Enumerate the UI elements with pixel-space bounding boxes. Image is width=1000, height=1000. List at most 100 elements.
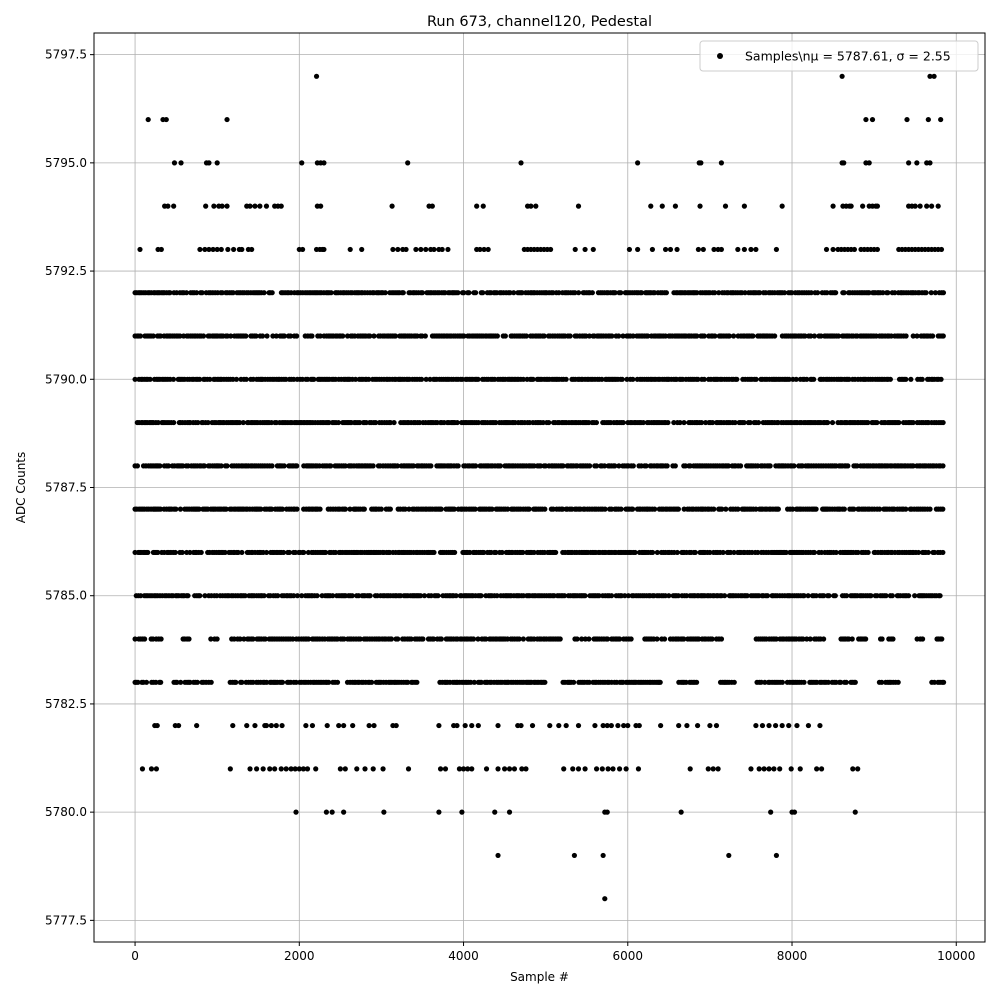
data-point xyxy=(559,506,566,512)
data-point xyxy=(821,636,827,642)
data-point xyxy=(257,203,263,209)
data-point xyxy=(823,246,830,253)
data-point xyxy=(610,766,616,772)
data-point xyxy=(741,246,747,253)
data-point xyxy=(903,506,909,512)
data-point xyxy=(707,549,713,556)
data-point xyxy=(142,636,148,642)
data-point xyxy=(764,593,771,599)
data-point xyxy=(281,463,287,469)
data-point xyxy=(618,506,624,512)
data-point xyxy=(378,506,384,512)
x-tick-label: 4000 xyxy=(448,949,479,963)
data-point xyxy=(528,203,534,209)
data-point xyxy=(469,722,475,729)
data-point xyxy=(851,506,857,512)
data-point xyxy=(593,766,600,772)
data-point xyxy=(437,766,444,772)
data-point xyxy=(903,376,909,382)
data-point xyxy=(301,549,307,556)
data-point xyxy=(938,116,944,123)
data-point xyxy=(800,636,806,642)
data-point xyxy=(592,722,598,729)
data-point xyxy=(135,679,141,685)
data-point xyxy=(367,593,373,599)
data-point xyxy=(869,116,876,123)
y-tick-label: 5790.0 xyxy=(45,372,87,386)
data-point xyxy=(185,593,191,599)
data-point xyxy=(718,636,725,642)
data-point xyxy=(722,203,729,209)
data-point xyxy=(263,549,270,556)
data-point xyxy=(924,203,930,209)
data-point xyxy=(927,506,933,512)
data-point xyxy=(495,766,501,772)
legend-marker xyxy=(717,53,723,59)
data-point xyxy=(917,203,923,209)
data-point xyxy=(472,506,478,512)
data-point xyxy=(502,333,508,339)
data-point xyxy=(431,246,437,253)
data-point xyxy=(604,636,611,642)
y-tick-label: 5782.5 xyxy=(45,697,87,711)
data-point xyxy=(533,203,539,209)
data-point xyxy=(658,722,664,729)
data-point xyxy=(600,852,606,859)
data-point xyxy=(157,463,163,469)
data-point xyxy=(469,766,475,772)
data-point xyxy=(665,419,671,426)
data-point xyxy=(137,333,144,339)
data-point xyxy=(675,506,681,512)
y-tick-label: 5795.0 xyxy=(45,156,87,170)
data-point xyxy=(694,679,700,685)
data-point xyxy=(417,593,424,599)
data-point xyxy=(600,722,606,729)
data-point xyxy=(165,203,171,209)
data-point xyxy=(286,549,293,556)
data-point xyxy=(830,246,836,253)
data-point xyxy=(153,679,159,685)
data-point xyxy=(294,506,300,512)
data-point xyxy=(145,116,151,123)
data-point xyxy=(718,160,725,166)
data-point xyxy=(258,506,264,512)
data-point xyxy=(369,679,375,685)
data-point xyxy=(261,290,267,296)
data-point xyxy=(452,549,458,556)
data-point xyxy=(428,463,434,469)
data-point xyxy=(148,766,155,772)
data-point xyxy=(797,766,803,772)
data-point xyxy=(630,463,636,469)
data-point xyxy=(275,593,281,599)
data-point xyxy=(198,549,204,556)
data-point xyxy=(813,506,819,512)
data-point xyxy=(219,203,225,209)
data-point xyxy=(186,636,192,642)
data-point xyxy=(630,506,636,512)
data-point xyxy=(489,506,495,512)
data-point xyxy=(890,636,896,642)
data-point xyxy=(260,766,266,772)
data-point xyxy=(772,333,778,339)
data-point xyxy=(865,549,871,556)
data-point xyxy=(495,722,501,729)
data-point xyxy=(675,593,681,599)
data-point xyxy=(635,160,641,166)
data-point xyxy=(279,506,286,512)
data-point xyxy=(395,246,401,253)
data-point xyxy=(321,246,327,253)
data-point xyxy=(347,506,353,512)
data-point xyxy=(296,766,302,772)
data-point xyxy=(599,766,605,772)
data-point xyxy=(202,593,208,599)
data-points xyxy=(132,73,947,902)
data-point xyxy=(775,506,781,512)
data-point xyxy=(347,246,353,253)
data-point xyxy=(850,766,856,772)
data-point xyxy=(177,506,184,512)
data-point xyxy=(841,160,847,166)
data-point xyxy=(478,593,484,599)
data-point xyxy=(735,246,741,253)
data-point xyxy=(575,722,582,729)
